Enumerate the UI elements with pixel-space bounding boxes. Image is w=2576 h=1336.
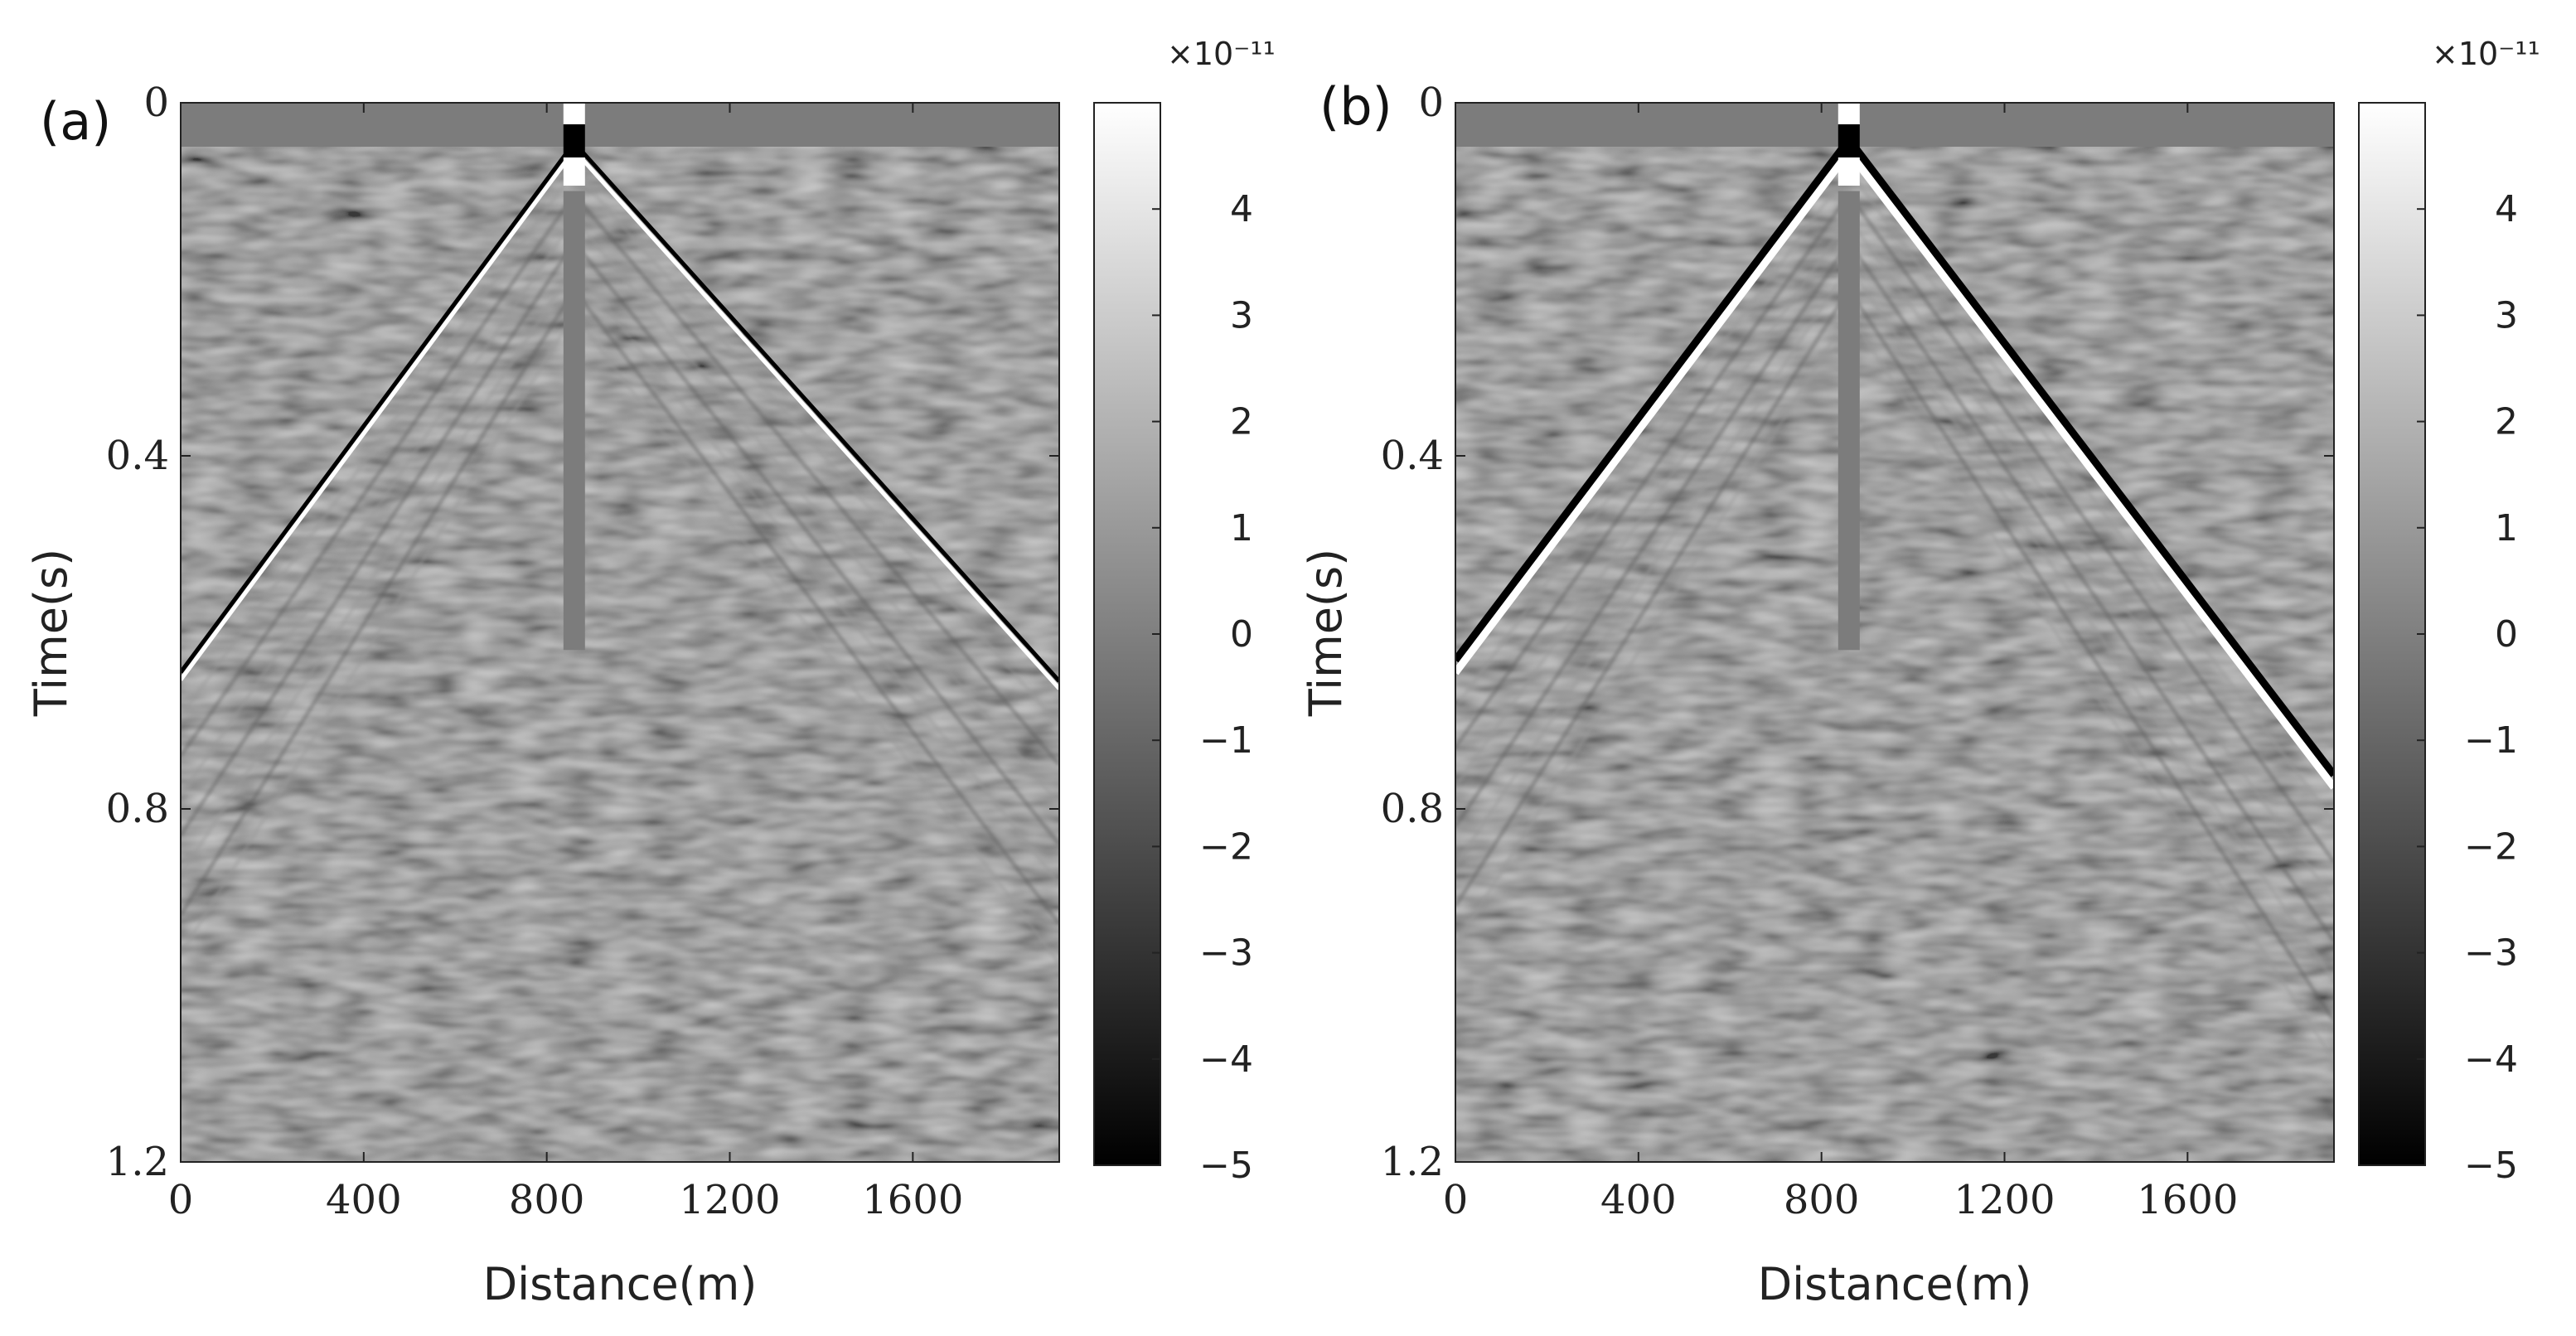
y-tick-label: 0.8 (106, 786, 169, 832)
colorbar-tick-label: −4 (2464, 1038, 2518, 1081)
direct-wave-left-bright (181, 148, 576, 681)
seismic-noise-texture (181, 147, 1059, 1162)
y-tick-label: 1.2 (1381, 1139, 1444, 1185)
colorbar-tick-label: −5 (2464, 1145, 2518, 1187)
y-tick-label: 0.4 (106, 433, 169, 479)
colorbar-tick-label: −5 (1199, 1145, 1253, 1187)
colorbar-tick-label: 3 (2495, 294, 2518, 336)
y-tick-label: 1.2 (106, 1139, 169, 1185)
colorbar-tick-label: −2 (2464, 825, 2518, 868)
plot-frame (1455, 102, 2335, 1163)
panel-a: 0 400 800 1200 1600 0 0.4 0.8 1.2 Distance(m) Time… (25, 36, 1276, 1310)
colorbar-tick-label: −3 (2464, 932, 2518, 975)
x-tick-label: 400 (326, 1177, 402, 1223)
colorbar-tick-label: −1 (1199, 719, 1253, 762)
y-axis-label: Time(s) (1300, 549, 1352, 717)
source-wavelet-mid (1838, 124, 1860, 157)
muted-trace-strip (1838, 191, 1860, 651)
source-wavelet-top (1838, 103, 1860, 124)
x-tick-label: 1200 (1954, 1177, 2055, 1223)
direct-wave-right-dark (1846, 137, 2334, 777)
panel-b: 0 400 800 1200 1600 0 0.4 0.8 1.2 Distance(m) Time… (1300, 36, 2540, 1310)
x-tick-label: 0 (1443, 1177, 1469, 1223)
colorbar-tick-label: 0 (1230, 613, 1253, 656)
panel-label: (a) (40, 91, 111, 152)
x-tick-label: 400 (1600, 1177, 1677, 1223)
source-wavelet-bottom (1838, 157, 1860, 186)
colorbar-tick-label: 1 (2495, 507, 2518, 549)
x-axis-label: Distance(m) (483, 1258, 758, 1310)
colorbar-tick-label: −1 (2464, 719, 2518, 762)
direct-wave-left-dark (181, 141, 576, 674)
x-tick-label: 0 (168, 1177, 194, 1223)
direct-wave-right-bright (1846, 149, 2334, 790)
y-tick-label: 0 (1418, 80, 1444, 126)
y-axis-label: Time(s) (25, 549, 77, 717)
colorbar-tick-label: 2 (1230, 401, 1253, 443)
colorbar-tick-label: −4 (1199, 1038, 1253, 1081)
colorbar-tick-label: 3 (1230, 294, 1253, 336)
source-wavelet-bottom (563, 157, 585, 186)
y-tick-label: 0 (143, 80, 169, 126)
x-tick-label: 1600 (2137, 1177, 2238, 1223)
colorbar-tick-label: −2 (1199, 825, 1253, 868)
colorbar-exponent-label: ×10⁻¹¹ (2432, 36, 2540, 72)
plot-area (181, 103, 1059, 1162)
source-wavelet-top (563, 103, 585, 124)
colorbar-tick-label: 0 (2495, 613, 2518, 656)
colorbar-tick-label: 2 (2495, 401, 2518, 443)
seismic-noise-texture (1455, 147, 2334, 1162)
panel-label: (b) (1319, 76, 1392, 137)
direct-wave-left-dark (1455, 137, 1852, 663)
y-tick-label: 0.8 (1381, 786, 1444, 832)
x-tick-label: 800 (509, 1177, 585, 1223)
x-tick-label: 1200 (679, 1177, 780, 1223)
colorbar: 4 3 2 1 0 −1 −2 −3 −4 −5 ×10⁻¹¹ (2358, 36, 2540, 1187)
colorbar-tick-label: 4 (1230, 188, 1253, 230)
colorbar-tick-label: 1 (1230, 507, 1253, 549)
colorbar-gradient (1093, 102, 1161, 1166)
x-tick-label: 1600 (862, 1177, 963, 1223)
source-wavelet-mid (563, 124, 585, 157)
x-tick-label: 800 (1784, 1177, 1860, 1223)
plot-frame (180, 102, 1060, 1163)
x-axis-label: Distance(m) (1758, 1258, 2032, 1310)
direct-wave-right-dark (572, 141, 1059, 683)
colorbar: 4 3 2 1 0 −1 −2 −3 −4 −5 ×10⁻¹¹ (1093, 36, 1276, 1187)
muted-trace-strip (563, 191, 585, 651)
direct-wave-left-bright (1455, 149, 1852, 675)
direct-wave-right-bright (572, 148, 1059, 690)
colorbar-tick-label: −3 (1199, 932, 1253, 975)
colorbar-gradient (2358, 102, 2426, 1166)
colorbar-tick-label: 4 (2495, 188, 2518, 230)
y-tick-label: 0.4 (1381, 433, 1444, 479)
colorbar-exponent-label: ×10⁻¹¹ (1167, 36, 1276, 72)
plot-area (1455, 103, 2334, 1162)
